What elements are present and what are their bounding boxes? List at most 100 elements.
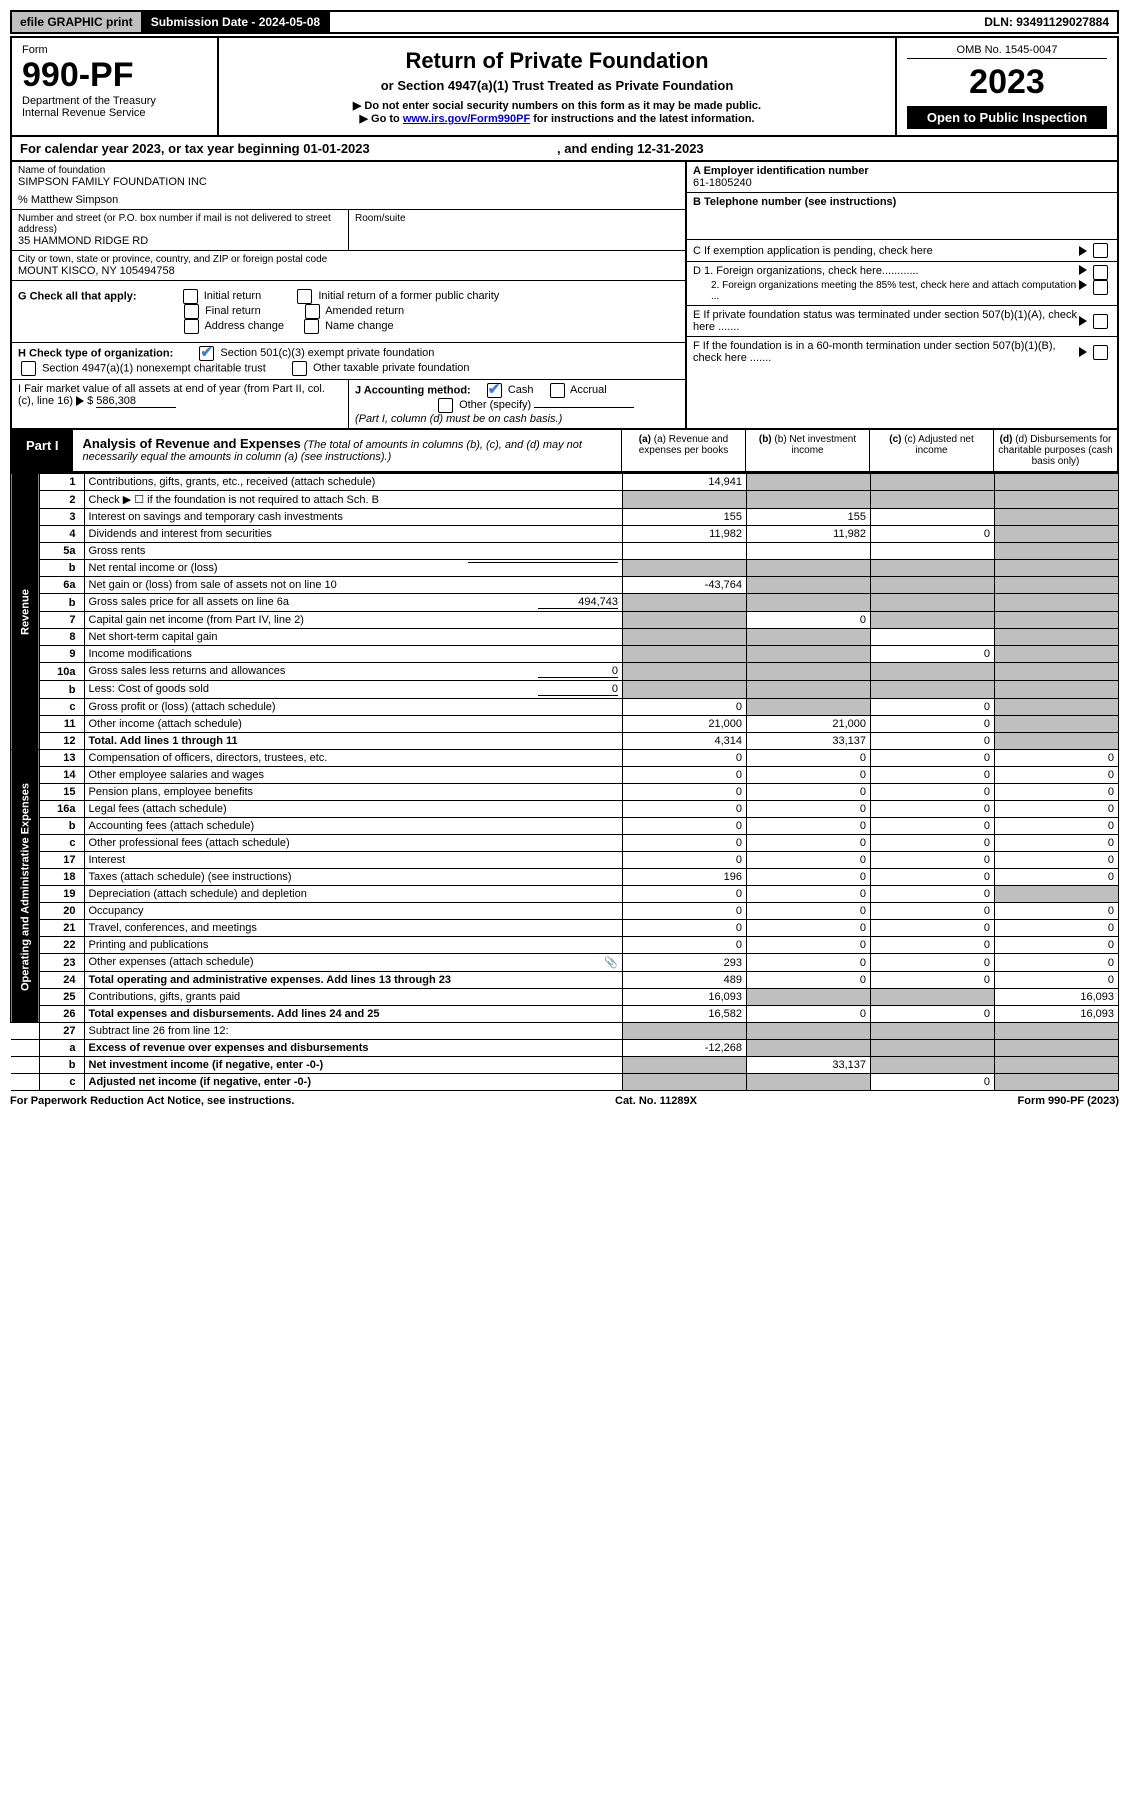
cell-d — [995, 1040, 1119, 1057]
year-begin: 01-01-2023 — [303, 141, 370, 156]
cell-a: 0 — [623, 699, 747, 716]
cell-a: 4,314 — [623, 733, 747, 750]
row-label: Taxes (attach schedule) (see instruction… — [84, 869, 623, 886]
section-c: C If exemption application is pending, c… — [693, 245, 1079, 257]
cell-b: 0 — [747, 852, 871, 869]
checkbox-amended[interactable] — [305, 304, 320, 319]
row-label: Legal fees (attach schedule) — [84, 801, 623, 818]
col-c-header: (c) (c) Adjusted net income — [869, 430, 993, 471]
row-label: Less: Cost of goods sold 0 — [84, 681, 623, 699]
checkbox-e[interactable] — [1093, 314, 1108, 329]
checkbox-f[interactable] — [1093, 345, 1108, 360]
row-number: 16a — [39, 801, 84, 818]
part1-title: Analysis of Revenue and Expenses — [83, 436, 301, 451]
section-j: J Accounting method: Cash Accrual Other … — [348, 380, 685, 428]
cell-a: 0 — [623, 937, 747, 954]
checkbox-501c3[interactable] — [199, 346, 214, 361]
cell-d: 0 — [995, 750, 1119, 767]
checkbox-initial-return[interactable] — [183, 289, 198, 304]
table-row: 24Total operating and administrative exp… — [11, 972, 1119, 989]
instruction-1: ▶ Do not enter social security numbers o… — [229, 99, 885, 112]
cell-d — [995, 886, 1119, 903]
row-number: 20 — [39, 903, 84, 920]
tax-year: 2023 — [907, 63, 1107, 102]
checkbox-cash[interactable] — [487, 383, 502, 398]
cell-c — [871, 989, 995, 1006]
row-label: Other professional fees (attach schedule… — [84, 835, 623, 852]
checkbox-other-method[interactable] — [438, 398, 453, 413]
col-d-header: (d) (d) Disbursements for charitable pur… — [993, 430, 1117, 471]
cell-c — [871, 543, 995, 560]
cell-a: 0 — [623, 903, 747, 920]
table-row: Operating and Administrative Expenses13C… — [11, 750, 1119, 767]
top-bar: efile GRAPHIC print Submission Date - 20… — [10, 10, 1119, 34]
checkbox-d2[interactable] — [1093, 280, 1108, 295]
table-row: 21Travel, conferences, and meetings0000 — [11, 920, 1119, 937]
cell-c: 0 — [871, 716, 995, 733]
cell-a: 0 — [623, 920, 747, 937]
cell-a: 0 — [623, 835, 747, 852]
row-number: 17 — [39, 852, 84, 869]
row-label: Gross sales price for all assets on line… — [84, 594, 623, 612]
table-row: 22Printing and publications0000 — [11, 937, 1119, 954]
checkbox-accrual[interactable] — [550, 383, 565, 398]
cell-c: 0 — [871, 1006, 995, 1023]
name-label: Name of foundation — [18, 165, 679, 176]
instr2-b: for instructions and the latest informat… — [530, 113, 754, 125]
form-subtitle: or Section 4947(a)(1) Trust Treated as P… — [229, 78, 885, 93]
checkbox-initial-former[interactable] — [297, 289, 312, 304]
checkbox-final-return[interactable] — [184, 304, 199, 319]
page-footer: For Paperwork Reduction Act Notice, see … — [10, 1091, 1119, 1111]
city-state-zip: MOUNT KISCO, NY 105494758 — [18, 265, 679, 277]
cell-b: 33,137 — [747, 733, 871, 750]
cell-d — [995, 1057, 1119, 1074]
cell-d — [995, 560, 1119, 577]
cell-b: 0 — [747, 937, 871, 954]
cell-c: 0 — [871, 750, 995, 767]
row-label: Gross sales less returns and allowances … — [84, 663, 623, 681]
cell-b: 0 — [747, 954, 871, 972]
part1-header: Part I Analysis of Revenue and Expenses … — [10, 430, 1119, 473]
row-label: Dividends and interest from securities — [84, 526, 623, 543]
table-row: cOther professional fees (attach schedul… — [11, 835, 1119, 852]
cell-c — [871, 1040, 995, 1057]
cell-b: 0 — [747, 972, 871, 989]
row-label: Travel, conferences, and meetings — [84, 920, 623, 937]
row-number: 18 — [39, 869, 84, 886]
cell-d: 0 — [995, 852, 1119, 869]
row-label: Contributions, gifts, grants, etc., rece… — [84, 474, 623, 491]
row-number: 21 — [39, 920, 84, 937]
checkbox-other-taxable[interactable] — [292, 361, 307, 376]
checkbox-d1[interactable] — [1093, 265, 1108, 280]
cell-d: 0 — [995, 818, 1119, 835]
section-h: H Check type of organization: Section 50… — [12, 343, 685, 379]
table-row: 26Total expenses and disbursements. Add … — [11, 1006, 1119, 1023]
table-row: 16aLegal fees (attach schedule)0000 — [11, 801, 1119, 818]
cell-b: 0 — [747, 869, 871, 886]
cell-a: 0 — [623, 886, 747, 903]
addr-label: Number and street (or P.O. box number if… — [18, 213, 342, 235]
cell-a: 16,093 — [623, 989, 747, 1006]
row-label: Net rental income or (loss) — [84, 560, 623, 577]
cell-b: 0 — [747, 801, 871, 818]
cell-d — [995, 629, 1119, 646]
table-row: Revenue1Contributions, gifts, grants, et… — [11, 474, 1119, 491]
cell-d — [995, 474, 1119, 491]
cell-a: 0 — [623, 818, 747, 835]
cell-b: 0 — [747, 767, 871, 784]
checkbox-c[interactable] — [1093, 243, 1108, 258]
cell-a: 155 — [623, 509, 747, 526]
checkbox-4947a1[interactable] — [21, 361, 36, 376]
row-number: 5a — [39, 543, 84, 560]
table-row: bNet rental income or (loss) — [11, 560, 1119, 577]
checkbox-name-change[interactable] — [304, 319, 319, 334]
row-label: Subtract line 26 from line 12: — [84, 1023, 623, 1040]
table-row: 10aGross sales less returns and allowanc… — [11, 663, 1119, 681]
form-link[interactable]: www.irs.gov/Form990PF — [403, 113, 530, 125]
checkbox-address-change[interactable] — [184, 319, 199, 334]
row-label: Check ▶ ☐ if the foundation is not requi… — [84, 491, 623, 509]
cell-b — [747, 491, 871, 509]
row-number: 19 — [39, 886, 84, 903]
row-number: 1 — [39, 474, 84, 491]
open-to-public: Open to Public Inspection — [907, 106, 1107, 129]
